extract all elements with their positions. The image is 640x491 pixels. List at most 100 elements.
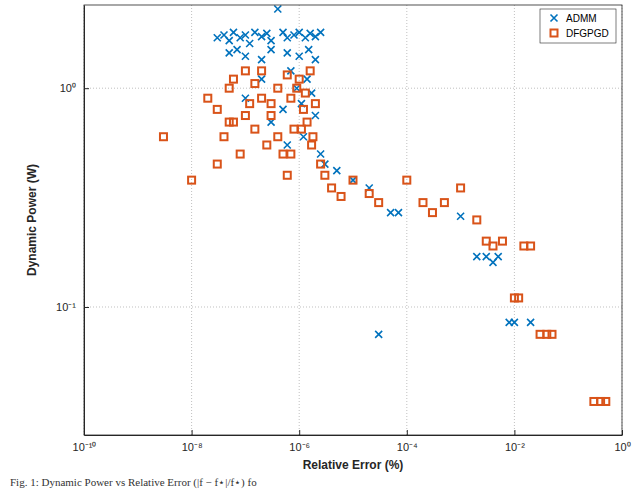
point [284,34,291,41]
x-tick-label: 10⁰ [614,441,630,453]
point [457,213,464,220]
point [263,30,270,37]
legend-marker [551,15,558,22]
caption: Fig. 1: Dynamic Power vs Relative Error … [10,476,257,489]
point [549,331,556,338]
y-axis: 10⁻¹ 10⁰ [56,6,89,436]
legend-label: DFGPGD [566,28,609,39]
point [317,161,324,168]
x-tick-mark [407,430,408,435]
point [457,184,464,191]
point [242,32,249,39]
point [375,331,382,338]
point [395,209,402,216]
point [280,29,287,36]
point [242,112,249,119]
point [511,319,518,326]
point [246,40,253,47]
legend-label: ADMM [566,13,597,24]
point [302,90,309,97]
x-axis-title: Relative Error (%) [303,458,404,472]
x-tick: 10⁰ [614,430,630,453]
grid-line-y [84,306,622,307]
point [309,133,316,140]
point [251,126,258,133]
point [237,151,244,158]
legend-marker [551,30,558,37]
y-tick: 10⁻¹ [56,301,89,313]
point [304,119,311,126]
point [226,85,233,92]
point [419,199,426,206]
x-tick-label: 10⁻¹⁰ [73,441,97,453]
point [246,100,253,107]
y-axis-line [84,6,85,436]
y-tick-label: 10⁰ [60,82,76,94]
point [321,172,328,179]
point [296,53,303,60]
point [300,133,307,140]
x-tick-mark [622,430,623,435]
point [312,100,319,107]
point [338,193,345,200]
x-tick-mark [514,430,515,435]
point [280,151,287,158]
point [495,253,502,260]
y-tick-label: 10⁻¹ [56,301,76,313]
point [333,167,340,174]
point [296,76,303,83]
point [230,76,237,83]
point [441,199,448,206]
x-tick-mark [299,430,300,435]
point [527,319,534,326]
point [515,294,522,301]
point [188,177,195,184]
point [483,253,490,260]
point [489,243,496,250]
point [312,56,319,63]
point [307,67,314,74]
plot-frame [84,5,622,435]
point [263,142,270,149]
point [298,126,305,133]
x-tick-mark [192,430,193,435]
point [226,49,233,56]
point [499,238,506,245]
point [274,6,281,13]
point [160,133,167,140]
point [214,34,221,41]
point [300,106,307,113]
point [317,29,324,36]
grid-line-x [191,5,192,435]
point [268,100,275,107]
point [268,37,275,44]
x-tick: 10⁻² [505,430,525,453]
point [220,133,227,140]
point [204,95,211,102]
point [258,56,265,63]
point [312,112,319,119]
plot-background [84,5,622,435]
y-axis-title: Dynamic Power (W) [25,164,39,276]
x-axis: 10⁻¹⁰ 10⁻⁸ 10⁻⁶ 10⁻⁴ 10⁻² 10⁰ [73,430,631,453]
x-tick-label: 10⁻⁶ [289,441,310,453]
point [274,133,281,140]
point [304,76,311,83]
x-tick-label: 10⁻² [505,441,525,453]
point [328,184,335,191]
point [226,119,233,126]
point [214,161,221,168]
point [375,199,382,206]
point [350,177,357,184]
point [473,216,480,223]
grid-line-x [299,5,300,435]
point [305,46,312,53]
point [251,80,258,87]
point [258,67,265,74]
point [280,106,287,113]
x-tick-label: 10⁻⁸ [182,441,203,453]
point [284,71,291,78]
point [268,112,275,119]
x-axis-line [85,435,623,436]
x-tick-label: 10⁻⁴ [397,441,418,453]
